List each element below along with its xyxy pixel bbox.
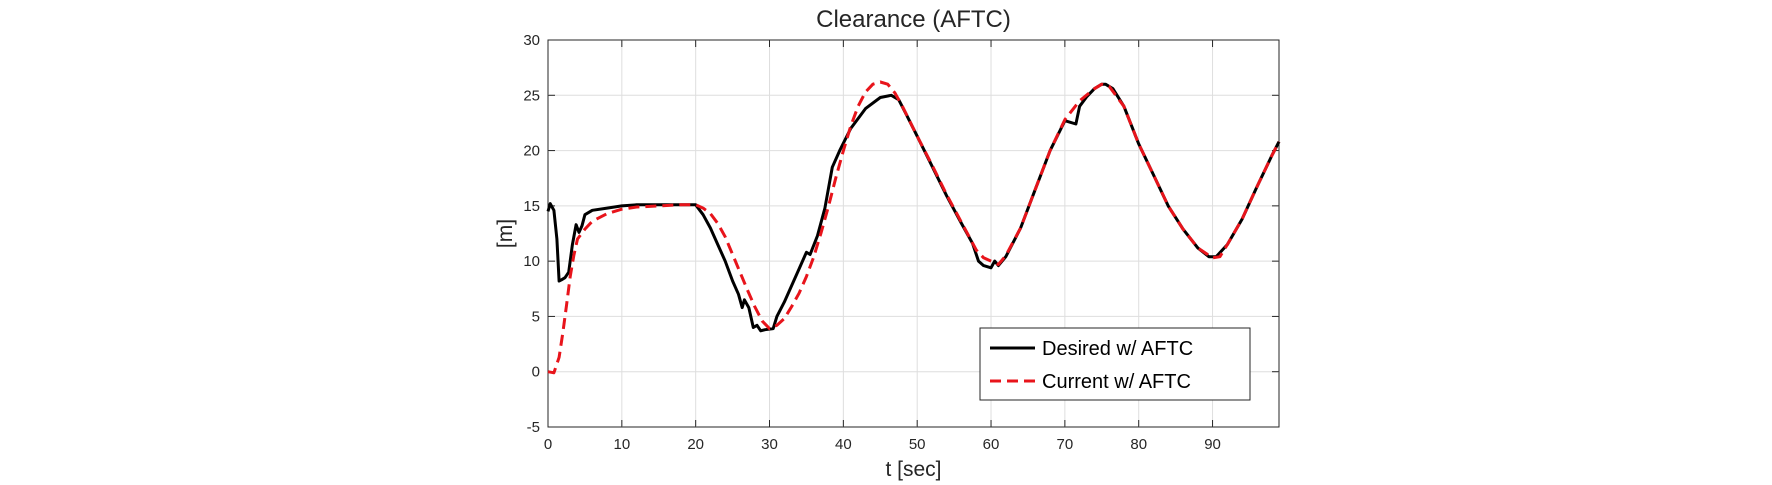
series-line-2	[547, 80, 1281, 375]
y-tick-label: 0	[532, 364, 540, 381]
x-tick-label: 10	[613, 436, 630, 453]
series-line-1	[546, 82, 1281, 333]
x-tick-label: 90	[1204, 436, 1221, 453]
x-tick-labels: 0 10 20 30 40 50 60 70 80 90	[544, 436, 1221, 453]
tick-marks	[547, 39, 1279, 428]
x-tick-label: 40	[835, 436, 852, 453]
x-tick-label: 20	[687, 436, 704, 453]
y-tick-label: 20	[523, 143, 540, 160]
y-tick-label: 5	[532, 308, 540, 325]
y-tick-label: 10	[523, 253, 540, 270]
y-tick-labels: -5 0 5 10 15 20 25 30	[523, 32, 540, 436]
x-tick-label: 70	[1057, 436, 1074, 453]
series-lines	[546, 80, 1281, 375]
legend-label-1: Desired w/ AFTC	[1042, 338, 1193, 360]
x-tick-label: 0	[544, 436, 552, 453]
x-axis-label: t [sec]	[885, 458, 941, 481]
chart-title: Clearance (AFTC)	[816, 6, 1011, 33]
x-tick-label: 80	[1130, 436, 1147, 453]
y-tick-label: 30	[523, 32, 540, 49]
legend-label-2: Current w/ AFTC	[1042, 371, 1191, 393]
y-tick-label: 25	[523, 87, 540, 104]
y-tick-label: -5	[527, 419, 540, 436]
x-tick-label: 50	[909, 436, 926, 453]
y-axis-label: [m]	[494, 219, 517, 248]
legend: Desired w/ AFTC Current w/ AFTC	[979, 327, 1251, 401]
x-tick-label: 60	[983, 436, 1000, 453]
y-tick-label: 15	[523, 198, 540, 215]
legend-box	[979, 327, 1251, 401]
x-tick-label: 30	[761, 436, 778, 453]
